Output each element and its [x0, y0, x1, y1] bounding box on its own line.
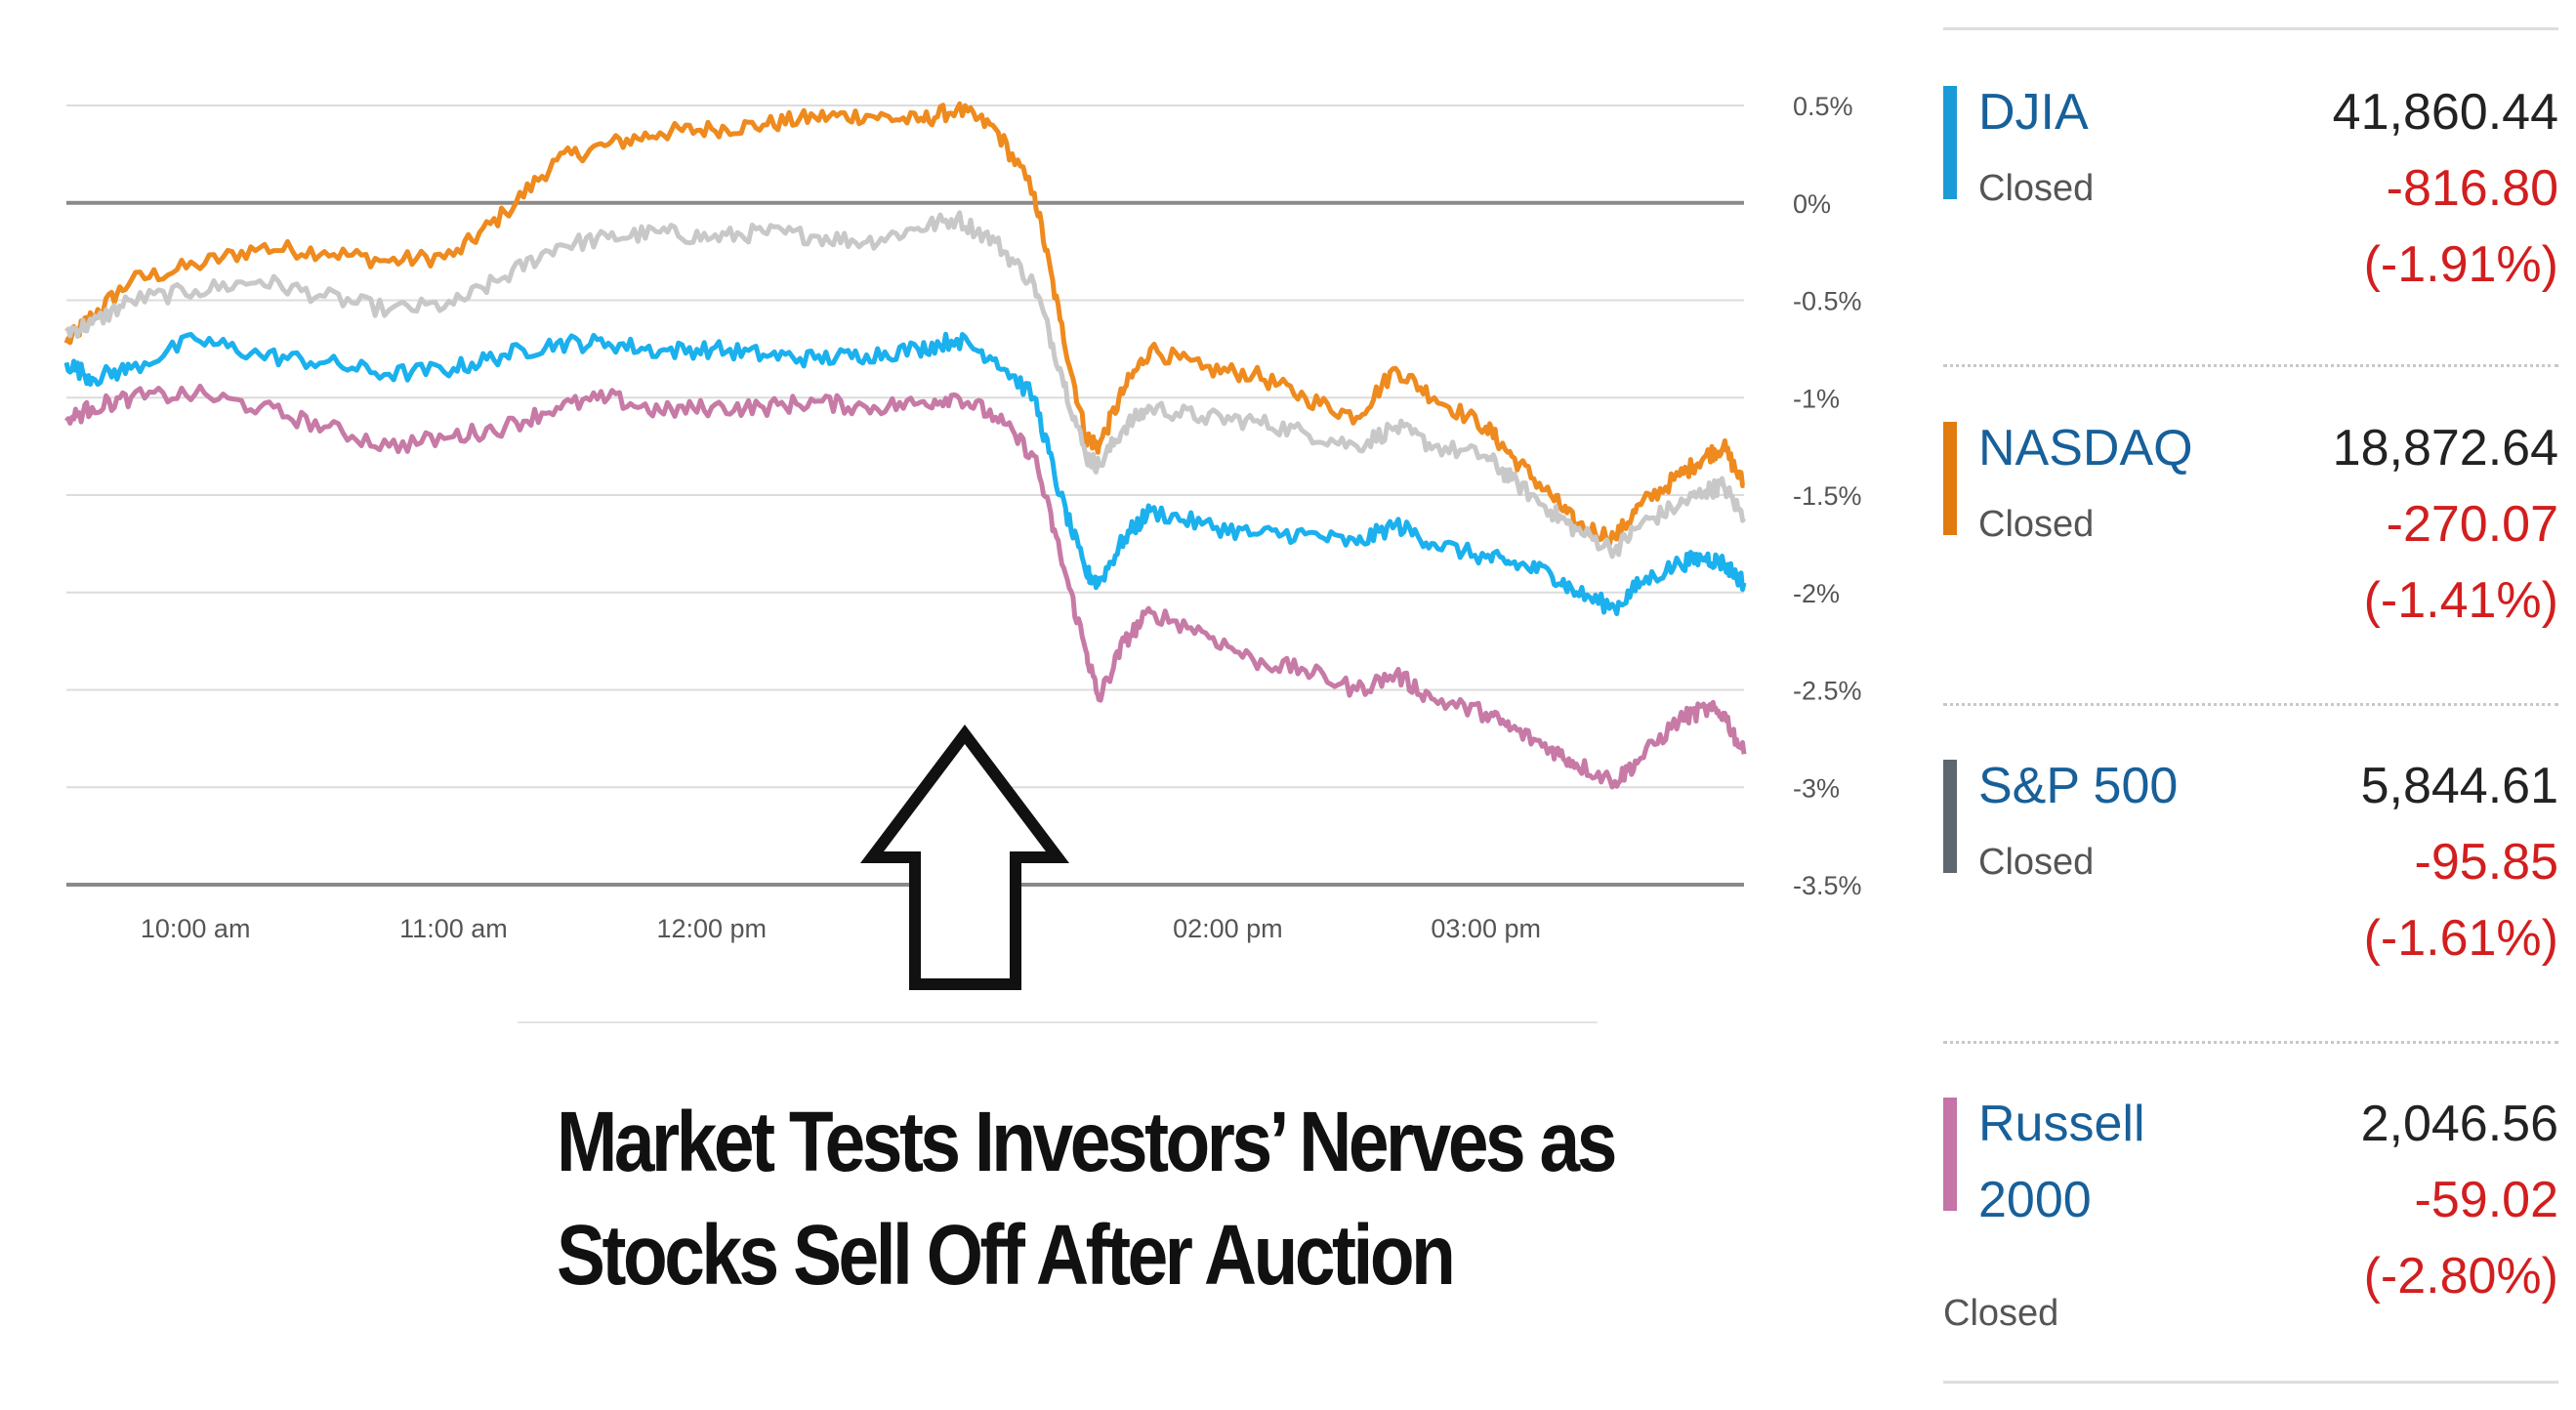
- djia-color-bar: [1943, 86, 1957, 199]
- index-divider: [1943, 1041, 2558, 1044]
- headline-line-1: Market Tests Investors’ Nerves as: [557, 1095, 1617, 1189]
- index-name[interactable]: S&P 500: [1978, 758, 2179, 814]
- y-tick-label: -0.5%: [1793, 287, 1862, 316]
- index-change-percent: (-2.80%): [2363, 1248, 2558, 1305]
- index-change-percent: (-1.61%): [2363, 910, 2558, 967]
- y-tick-label: -3%: [1793, 773, 1840, 803]
- y-tick-label: -2%: [1793, 579, 1840, 608]
- x-tick-label: 12:00 pm: [656, 914, 767, 943]
- index-card-djia[interactable]: DJIA Closed 41,860.44 -816.80 (-1.91%): [1943, 84, 2568, 398]
- index-change: -95.85: [2414, 834, 2558, 891]
- y-tick-label: 0.5%: [1793, 92, 1853, 121]
- index-card-sp500[interactable]: S&P 500 Closed 5,844.61 -95.85 (-1.61%): [1943, 758, 2568, 1072]
- y-tick-label: -1.5%: [1793, 481, 1862, 511]
- index-card-russell-2000[interactable]: Russell 2000 Closed 2,046.56 -59.02 (-2.…: [1943, 1096, 2568, 1410]
- chart-series: [63, 101, 1747, 790]
- x-tick-label: 10:00 am: [141, 914, 251, 943]
- index-divider: [1943, 364, 2558, 367]
- headline: Market Tests Investors’ Nerves as Stocks…: [557, 1086, 1617, 1312]
- y-tick-label: -2.5%: [1793, 677, 1862, 706]
- series-line-s-p-500: [64, 210, 1747, 560]
- x-tick-label: 03:00 pm: [1431, 914, 1541, 943]
- chart-gridlines: [66, 104, 1744, 887]
- x-tick-label: 11:00 am: [399, 914, 508, 943]
- nasdaq-color-bar: [1943, 422, 1957, 535]
- up-arrow-annotation: [859, 725, 1070, 990]
- index-price: 5,844.61: [2360, 758, 2558, 814]
- sp500-color-bar: [1943, 760, 1957, 873]
- market-line-chart: 0.5% 0% -0.5% -1% -1.5% -2% -2.5% -3% -3.5% 10:0…: [63, 92, 1862, 990]
- index-name[interactable]: NASDAQ: [1978, 420, 2193, 477]
- index-panel-top-rule: [1943, 27, 2558, 30]
- russell-color-bar: [1943, 1098, 1957, 1211]
- index-change-percent: (-1.41%): [2363, 572, 2558, 629]
- index-status: Closed: [1978, 504, 2095, 545]
- index-price: 2,046.56: [2360, 1096, 2558, 1152]
- index-change-percent: (-1.91%): [2363, 236, 2558, 293]
- index-price: 18,872.64: [2332, 420, 2558, 477]
- series-line-nasdaq: [63, 101, 1745, 548]
- index-status: Closed: [1978, 168, 2095, 209]
- series-line-russell-2000: [64, 383, 1747, 790]
- series-line-djia: [63, 331, 1747, 616]
- index-status: Closed: [1978, 842, 2095, 883]
- index-change: -59.02: [2414, 1172, 2558, 1228]
- index-change: -270.07: [2386, 496, 2558, 553]
- y-axis-tick-labels: 0.5% 0% -0.5% -1% -1.5% -2% -2.5% -3% -3.5%: [1793, 92, 1862, 900]
- y-tick-label: -3.5%: [1793, 871, 1862, 900]
- index-name[interactable]: Russell 2000: [1978, 1096, 2145, 1228]
- index-price: 41,860.44: [2332, 84, 2558, 141]
- index-card-nasdaq[interactable]: NASDAQ Closed 18,872.64 -270.07 (-1.41%): [1943, 420, 2568, 734]
- index-change: -816.80: [2386, 160, 2558, 217]
- index-name[interactable]: DJIA: [1978, 84, 2089, 141]
- index-panel-bottom-rule: [1943, 1381, 2558, 1384]
- index-divider: [1943, 703, 2558, 706]
- x-tick-label: 02:00 pm: [1173, 914, 1283, 943]
- y-tick-label: 0%: [1793, 189, 1831, 219]
- chart-headline-separator: [518, 1021, 1598, 1023]
- y-tick-label: -1%: [1793, 384, 1840, 413]
- headline-line-2: Stocks Sell Off After Auction: [557, 1208, 1456, 1303]
- index-status: Closed: [1943, 1293, 2059, 1334]
